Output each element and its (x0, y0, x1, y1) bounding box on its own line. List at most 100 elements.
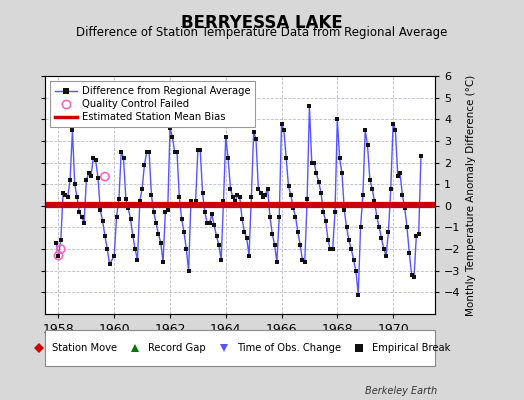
Point (233, 192, 242, 198)
Point (222, 133, 230, 140)
Point (126, 216, 135, 222)
Point (182, 246, 190, 252)
Point (196, 146, 204, 153)
Point (314, 179, 323, 185)
Point (52, 239, 60, 246)
Point (254, 185, 263, 192)
Point (287, 192, 295, 198)
Point (354, 291, 363, 298)
Point (143, 148, 151, 155)
Point (335, 155, 344, 162)
Point (322, 218, 330, 224)
Point (305, 103, 314, 110)
Point (324, 237, 332, 244)
Point (398, 192, 407, 198)
Point (215, 242, 223, 248)
Point (173, 148, 181, 155)
Point (101, 174, 109, 180)
Point (247, 194, 256, 200)
Point (147, 192, 156, 198)
Point (408, 272, 416, 278)
Point (331, 209, 339, 216)
Point (73, 194, 81, 200)
Point (266, 214, 274, 220)
Point (180, 228, 188, 235)
Point (345, 237, 353, 244)
Y-axis label: Monthly Temperature Anomaly Difference (°C): Monthly Temperature Anomaly Difference (… (466, 74, 476, 316)
Point (57, 237, 65, 244)
Point (379, 246, 388, 252)
FancyBboxPatch shape (45, 330, 435, 366)
Point (159, 259, 167, 265)
Point (140, 162, 149, 168)
Text: Difference of Station Temperature Data from Regional Average: Difference of Station Temperature Data f… (77, 26, 447, 39)
Point (94, 174, 102, 181)
Point (122, 196, 130, 202)
Point (54, 252, 63, 259)
Point (219, 198, 227, 205)
Point (312, 170, 321, 176)
Point (119, 155, 128, 162)
Point (194, 146, 202, 153)
Point (92, 157, 100, 164)
Point (99, 218, 107, 224)
Point (236, 194, 244, 200)
Point (243, 235, 251, 242)
Point (84, 170, 93, 176)
Point (298, 257, 307, 263)
Point (57, 246, 65, 252)
Point (296, 242, 304, 248)
Point (285, 183, 293, 190)
Point (96, 207, 104, 213)
Point (347, 246, 355, 252)
Point (352, 268, 360, 274)
Text: BERRYESSA LAKE: BERRYESSA LAKE (181, 14, 343, 32)
Point (89, 155, 97, 162)
Point (145, 148, 154, 155)
Point (80, 220, 88, 226)
Point (82, 177, 91, 183)
Point (78, 214, 86, 220)
Point (168, 133, 177, 140)
Point (387, 185, 395, 192)
Point (189, 200, 198, 207)
Point (289, 205, 298, 211)
Point (117, 148, 125, 155)
Point (205, 220, 214, 226)
Point (166, 125, 174, 131)
Point (249, 129, 258, 136)
Point (301, 259, 309, 265)
Point (203, 220, 211, 226)
Point (389, 120, 397, 127)
Point (293, 228, 302, 235)
Point (105, 261, 114, 268)
Point (124, 205, 133, 211)
Point (338, 170, 346, 176)
Point (228, 194, 237, 200)
Point (210, 222, 219, 228)
Point (370, 198, 379, 205)
Point (63, 194, 72, 200)
Point (277, 120, 286, 127)
Point (264, 185, 272, 192)
Point (375, 224, 384, 231)
Point (270, 242, 279, 248)
Point (54, 252, 63, 259)
Point (384, 228, 392, 235)
Point (110, 252, 118, 259)
Point (396, 170, 404, 176)
Point (187, 198, 195, 205)
Point (136, 198, 144, 205)
Point (115, 196, 123, 202)
Point (103, 246, 112, 252)
Point (403, 224, 411, 231)
Point (59, 190, 67, 196)
Legend: Station Move, Record Gap, Time of Obs. Change, Empirical Break: Station Move, Record Gap, Time of Obs. C… (26, 340, 453, 356)
Point (163, 207, 172, 213)
Point (259, 194, 267, 200)
Point (131, 246, 139, 252)
Point (184, 268, 193, 274)
Point (329, 246, 337, 252)
Point (280, 127, 288, 133)
Point (268, 231, 277, 237)
